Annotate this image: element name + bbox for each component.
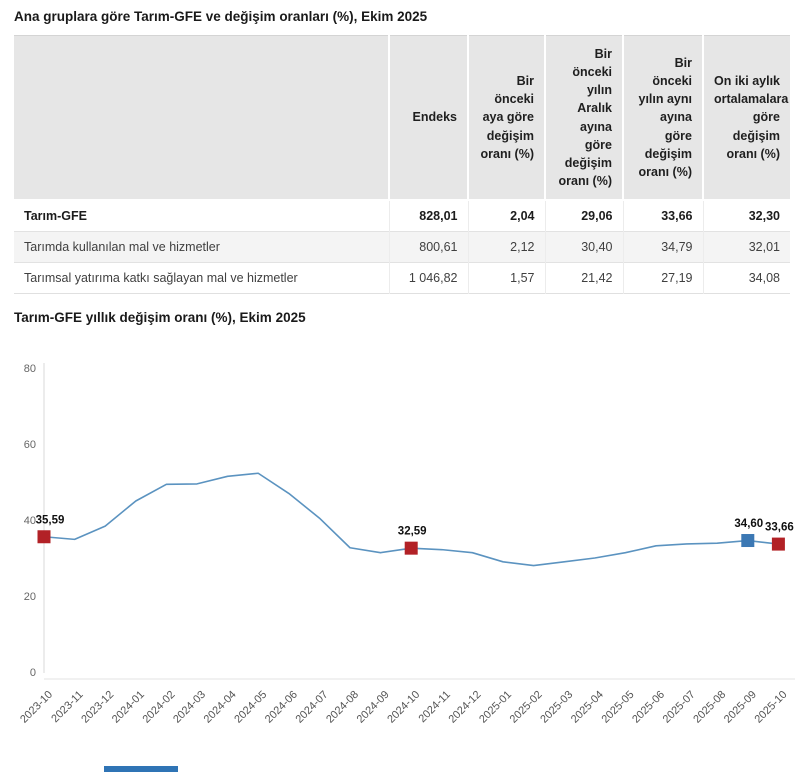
- cell-annual: 27,19: [622, 262, 703, 294]
- x-tick-label: 2025-04: [569, 689, 606, 726]
- x-tick-label: 2024-04: [202, 689, 239, 726]
- x-tick-label: 2025-03: [538, 689, 575, 726]
- cell-december: 21,42: [544, 262, 623, 294]
- table-row-investment-goods: Tarımsal yatırıma katkı sağlayan mal ve …: [14, 262, 790, 294]
- chart-canvas: 0204060802023-102023-112023-122024-01202…: [18, 363, 795, 726]
- x-tick-label: 2024-07: [293, 689, 330, 726]
- x-tick-label: 2025-10: [752, 689, 789, 726]
- header-endeks: Endeks: [388, 35, 468, 200]
- x-tick-label: 2025-07: [661, 689, 698, 726]
- cell-monthly: 1,57: [467, 262, 545, 294]
- x-tick-label: 2025-01: [477, 689, 514, 726]
- x-tick-label: 2024-09: [355, 689, 392, 726]
- index-table: Endeks Bir önceki aya göre değişim oranı…: [14, 35, 790, 295]
- x-tick-label: 2024-03: [171, 689, 208, 726]
- header-monthly-change: Bir önceki aya göre değişim oranı (%): [467, 35, 545, 200]
- y-tick-label: 20: [24, 591, 36, 603]
- line-chart: 0 20 40 60 80 2023-10 2023-11 2023-12 2024-01 202…: [0, 345, 811, 747]
- data-point-label: 34,60: [734, 518, 763, 530]
- row-label: Tarım-GFE: [14, 199, 389, 232]
- x-tick-label: 2024-10: [385, 689, 422, 726]
- cell-twelve-month: 32,01: [702, 231, 790, 263]
- data-point-label: 35,59: [36, 514, 65, 526]
- x-tick-label: 2023-11: [49, 689, 85, 725]
- x-tick-label: 2025-02: [508, 689, 545, 726]
- x-tick-label: 2024-02: [140, 689, 177, 726]
- data-point-label: 33,66: [765, 522, 794, 534]
- x-tick-label: 2024-12: [446, 689, 483, 726]
- data-point-label: 32,59: [398, 526, 427, 538]
- table-header-row: Endeks Bir önceki aya göre değişim oranı…: [14, 35, 790, 200]
- x-tick-label: 2024-01: [110, 689, 147, 726]
- x-tick-label: 2023-10: [18, 689, 55, 726]
- header-empty-cell: [14, 35, 389, 200]
- row-label: Tarımsal yatırıma katkı sağlayan mal ve …: [14, 262, 389, 294]
- table-title: Ana gruplara göre Tarım-GFE ve değişim o…: [14, 9, 428, 24]
- cell-twelve-month: 34,08: [702, 262, 790, 294]
- cell-endeks: 800,61: [388, 231, 468, 263]
- data-point-marker: [37, 530, 51, 544]
- x-tick-label: 2024-11: [416, 689, 452, 725]
- cell-monthly: 2,04: [467, 199, 545, 232]
- x-tick-label: 2023-12: [79, 689, 116, 726]
- y-tick-label: 0: [30, 667, 36, 679]
- cell-twelve-month: 32,30: [702, 199, 790, 232]
- cell-endeks: 1 046,82: [388, 262, 468, 294]
- header-annual-change: Bir önceki yılın aynı ayına göre değişim…: [622, 35, 703, 200]
- data-point-marker: [741, 534, 755, 548]
- cell-annual: 33,66: [622, 199, 703, 232]
- data-point-marker: [771, 537, 785, 551]
- x-tick-label: 2024-05: [232, 689, 269, 726]
- cell-monthly: 2,12: [467, 231, 545, 263]
- cell-endeks: 828,01: [388, 199, 468, 232]
- cell-december: 29,06: [544, 199, 623, 232]
- y-tick-label: 80: [24, 363, 36, 375]
- y-tick-label: 40: [24, 515, 36, 527]
- partial-bottom-bar: [104, 766, 178, 772]
- x-tick-label: 2025-09: [722, 689, 759, 726]
- header-december-change: Bir önceki yılın Aralık ayına göre değiş…: [544, 35, 623, 200]
- x-tick-label: 2024-06: [263, 689, 300, 726]
- row-label: Tarımda kullanılan mal ve hizmetler: [14, 231, 389, 263]
- chart-title: Tarım-GFE yıllık değişim oranı (%), Ekim…: [14, 310, 306, 325]
- table-row-goods-services: Tarımda kullanılan mal ve hizmetler 800,…: [14, 231, 790, 263]
- cell-december: 30,40: [544, 231, 623, 263]
- y-tick-label: 60: [24, 439, 36, 451]
- x-tick-label: 2025-05: [599, 689, 636, 726]
- table-row-tarim-gfe: Tarım-GFE 828,01 2,04 29,06 33,66 32,30: [14, 199, 790, 232]
- x-tick-label: 2025-06: [630, 689, 667, 726]
- x-tick-label: 2024-08: [324, 689, 361, 726]
- x-tick-label: 2025-08: [691, 689, 728, 726]
- cell-annual: 34,79: [622, 231, 703, 263]
- data-point-marker: [404, 541, 418, 555]
- header-twelve-month-avg-change: On iki aylık ortalamalara göre değişim o…: [702, 35, 790, 200]
